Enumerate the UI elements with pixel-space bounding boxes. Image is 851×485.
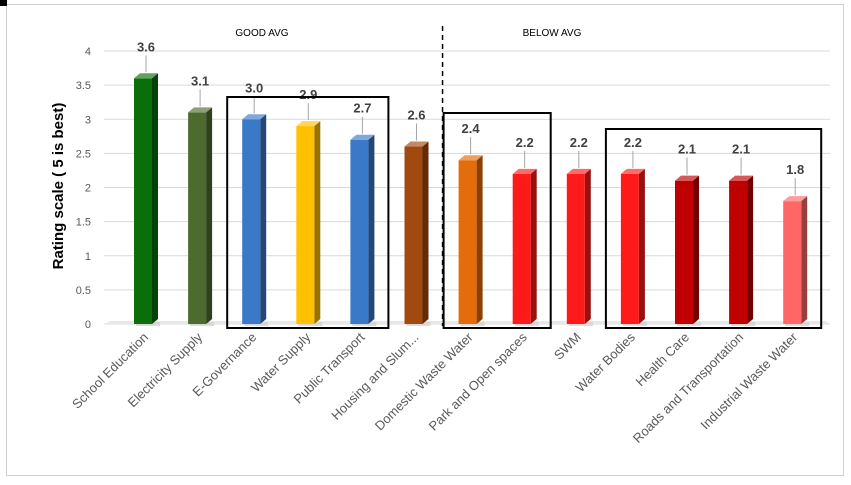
highlight-box [442,112,552,329]
bar [675,175,701,326]
value-label: 3.0 [245,80,263,95]
value-label: 2.2 [570,135,588,150]
value-labels: 3.6 3.1 3.0 2.9 2.7 2.6 2.4 2.2 2.2 2.2 2.1 2.1 1.8 [137,39,804,196]
corner-mark [0,0,7,6]
value-label: 2.6 [407,108,425,123]
bars [134,73,810,326]
bar [134,73,160,326]
bar [620,168,647,326]
y-tick-label: 2.5 [76,148,91,160]
category-label: Park and Open spaces [426,329,530,433]
category-label: Industrial Waste Water [697,329,800,432]
bar [566,168,593,326]
bar [296,121,323,326]
y-axis-title: Rating scale ( 5 is best) [50,103,67,270]
highlight-box [604,128,823,329]
value-label: 2.1 [678,142,696,157]
y-tick-label: 0 [85,319,91,331]
y-tick-label: 2 [85,183,91,195]
value-label: 3.1 [191,73,209,88]
highlight-box [226,96,390,329]
bar [458,155,485,326]
value-label: 2.2 [516,135,534,150]
value-label: 2.7 [353,101,371,116]
y-tick-label: 4 [85,46,91,58]
y-tick-label: 0.5 [76,285,91,297]
bar [404,141,431,326]
bar [783,196,810,326]
bar [729,175,756,326]
y-axis-ticks: 0 0.5 1 1.5 2 2.5 3 3.5 4 [76,46,91,331]
y-tick-label: 3.5 [76,80,91,92]
category-label: SWM [551,330,584,363]
value-label: 1.8 [786,162,804,177]
value-label: 3.6 [137,39,155,54]
category-label: Roads and Transportation [630,330,746,446]
y-tick-label: 3 [85,114,91,126]
y-tick-label: 1 [85,251,91,263]
group-label-below: BELOW AVG [523,28,582,39]
category-label: Domestic Waste Water [372,329,476,433]
bar [242,114,269,326]
bar [512,168,539,326]
highlight-boxes [226,96,823,329]
value-label: 2.2 [624,135,642,150]
bar [188,107,215,326]
value-label: 2.1 [732,142,750,157]
value-label: 2.9 [299,87,317,102]
category-label: Health Care [632,330,692,390]
bar [350,134,377,326]
group-label-good: GOOD AVG [235,28,288,39]
value-label: 2.4 [462,121,481,136]
y-tick-label: 1.5 [76,217,91,229]
